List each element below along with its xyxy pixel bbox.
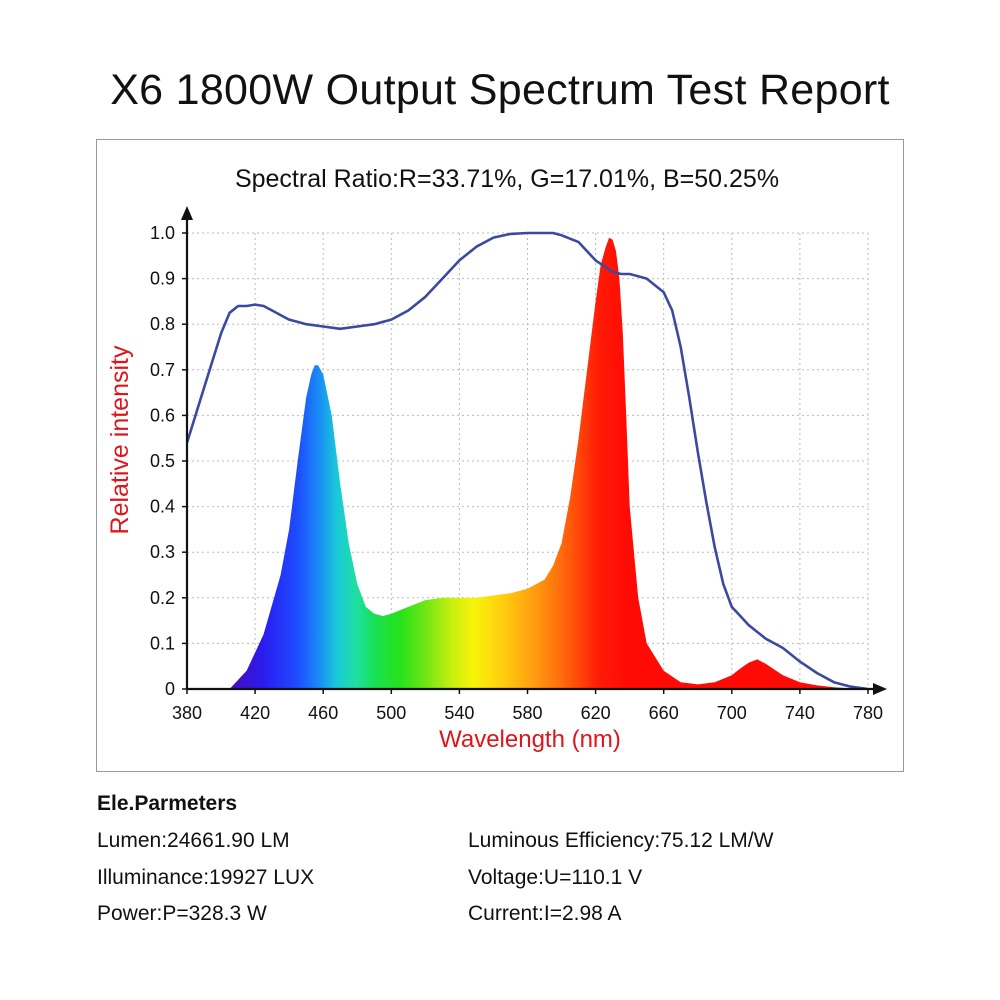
x-axis-arrowhead xyxy=(873,683,887,695)
y-tick-label: 0.2 xyxy=(150,588,175,608)
y-tick-label: 0.3 xyxy=(150,542,175,562)
y-axis-arrowhead xyxy=(181,206,193,220)
voltage-value: Voltage:U=110.1 V xyxy=(468,866,643,889)
x-tick-label: 580 xyxy=(512,703,542,723)
y-tick-label: 0.5 xyxy=(150,451,175,471)
y-tick-label: 0.9 xyxy=(150,269,175,289)
y-axis-label: Relative intensity xyxy=(106,345,134,534)
x-tick-label: 460 xyxy=(308,703,338,723)
x-tick-label: 700 xyxy=(717,703,747,723)
spectrum-chart: 0 0.1 0.2 0.3 0.4 0.5 0.6 0.7 0.8 0.9 1.0 380 420 460… xyxy=(106,165,887,753)
x-tick-label: 420 xyxy=(240,703,270,723)
x-tick-label: 620 xyxy=(581,703,611,723)
chart-frame: 0 0.1 0.2 0.3 0.4 0.5 0.6 0.7 0.8 0.9 1.0 380 420 460… xyxy=(96,139,904,772)
y-tick-label: 0.1 xyxy=(150,633,175,653)
x-tick-label: 660 xyxy=(649,703,679,723)
x-tick-label: 380 xyxy=(172,703,202,723)
spectral-ratio-text: Spectral Ratio:R=33.71%, G=17.01%, B=50.… xyxy=(235,165,779,193)
efficiency-value: Luminous Efficiency:75.12 LM/W xyxy=(468,829,774,852)
y-tick-label: 0.7 xyxy=(150,360,175,380)
y-tick-label: 0.6 xyxy=(150,405,175,425)
x-tick-label: 540 xyxy=(444,703,474,723)
x-tick-label: 780 xyxy=(853,703,883,723)
current-value: Current:I=2.98 A xyxy=(468,902,622,925)
lumen-value: Lumen:24661.90 LM xyxy=(97,829,290,852)
power-value: Power:P=328.3 W xyxy=(97,902,267,925)
report-title: X6 1800W Output Spectrum Test Report xyxy=(110,66,890,114)
illuminance-value: Illuminance:19927 LUX xyxy=(97,866,315,889)
y-tick-label: 0 xyxy=(165,679,175,699)
y-tick-label: 1.0 xyxy=(150,223,175,243)
x-axis-label: Wavelength (nm) xyxy=(439,726,621,753)
y-tick-label: 0.4 xyxy=(150,497,175,517)
transmission-line xyxy=(185,231,869,691)
params-heading: Ele.Parmeters xyxy=(97,792,238,815)
x-tick-label: 500 xyxy=(376,703,406,723)
x-tick-label: 740 xyxy=(785,703,815,723)
y-tick-label: 0.8 xyxy=(150,314,175,334)
spectrum-fill xyxy=(229,237,869,689)
